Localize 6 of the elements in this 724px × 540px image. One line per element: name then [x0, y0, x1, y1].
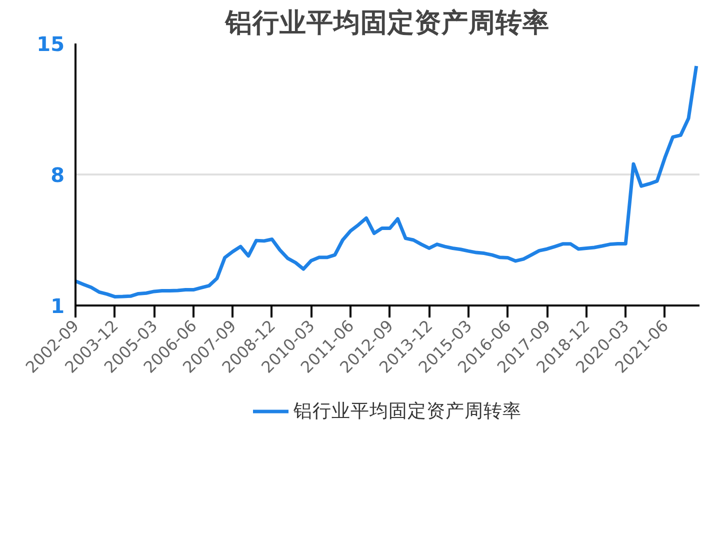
chart-title: 铝行业平均固定资产周转率: [224, 8, 550, 38]
y-tick-label: 8: [50, 163, 65, 187]
legend-label: 铝行业平均固定资产周转率: [294, 400, 522, 424]
line-series: [76, 64, 698, 298]
y-tick-label: 15: [36, 32, 65, 56]
y-tick-label: 1: [50, 294, 65, 318]
